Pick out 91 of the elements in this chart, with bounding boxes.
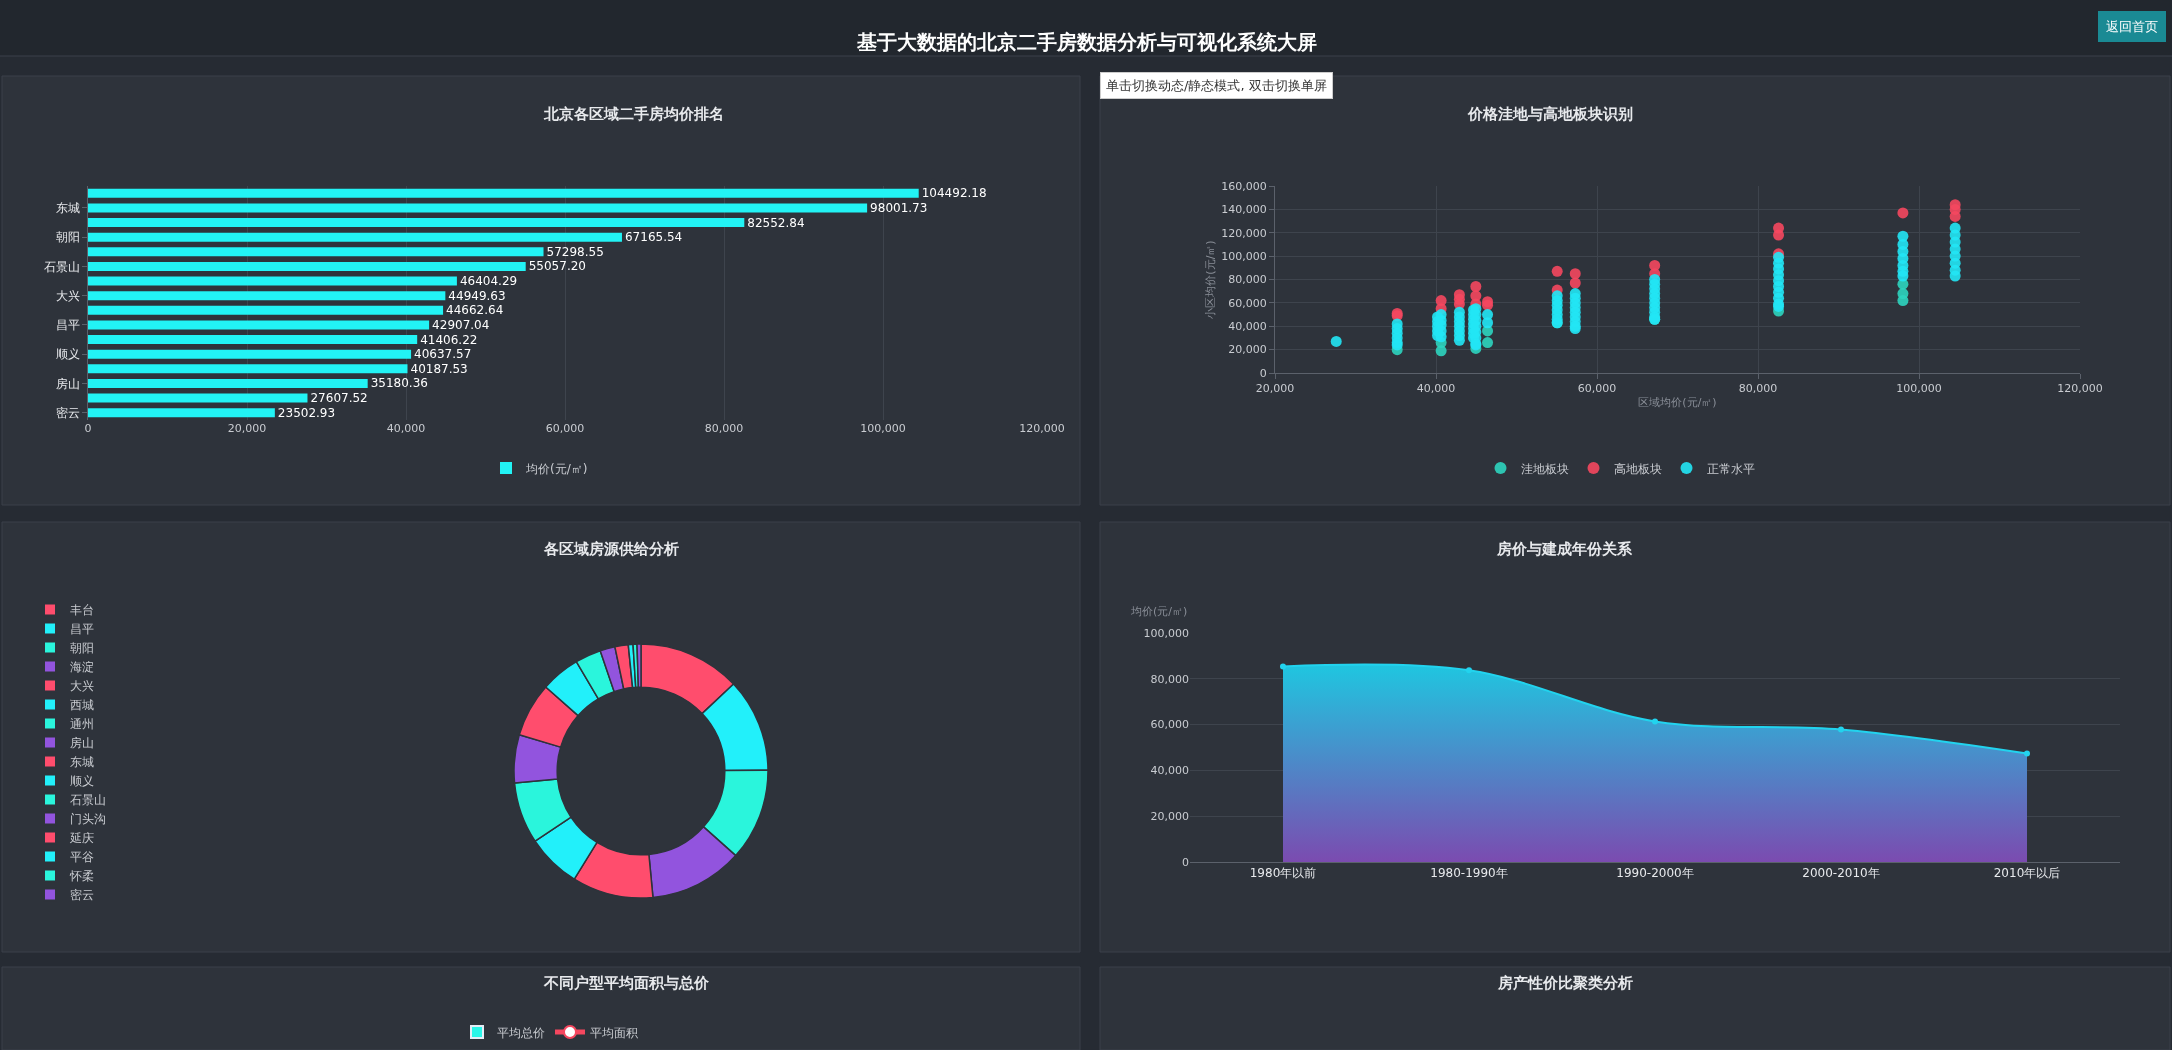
y-tick-label: 20,000 — [1228, 343, 1267, 357]
legend-label: 海淀 — [70, 660, 94, 675]
y-tick-label: 120,000 — [1221, 226, 1267, 240]
data-label: 44662.64 — [446, 303, 504, 318]
data-label: 27607.52 — [310, 391, 368, 406]
text: 返回首页 — [2106, 19, 2158, 34]
y-tick-label: 40,000 — [1150, 764, 1189, 778]
legend-label: 高地板块 — [1613, 461, 1662, 476]
y-tick-label: 东城 — [55, 201, 80, 216]
data-label: 35180.36 — [370, 376, 428, 391]
data-label: 57298.55 — [546, 244, 604, 259]
x-tick-label: 40,000 — [386, 422, 426, 435]
y-tick-label: 100,000 — [1221, 249, 1267, 263]
legend-label: 石景山 — [70, 793, 106, 808]
data-label: 42907.04 — [432, 317, 490, 332]
chart-title: 各区域房源供给分析 — [543, 540, 679, 558]
data-label: 67165.54 — [624, 230, 683, 245]
data-label: 44949.63 — [448, 288, 506, 303]
x-tick-label: 20,000 — [1255, 382, 1295, 396]
legend-label: 平均总价 — [497, 1025, 545, 1040]
legend-label: 均价(元/㎡) — [525, 461, 588, 476]
legend-label: 密云 — [70, 888, 94, 903]
legend-label: 大兴 — [70, 679, 94, 694]
chart-title: 北京各区域二手房均价排名 — [543, 105, 724, 123]
x-tick-label: 1980年以前 — [1249, 866, 1317, 881]
chart-title: 房价与建成年份关系 — [1496, 540, 1633, 558]
x-tick-label: 0 — [84, 422, 92, 435]
y-tick-label: 60,000 — [1150, 718, 1189, 732]
x-tick-label: 20,000 — [227, 422, 267, 435]
x-tick-label: 40,000 — [1416, 382, 1456, 396]
y-tick-label: 0 — [1182, 855, 1189, 869]
x-tick-label: 120,000 — [2057, 382, 2103, 396]
legend-label: 朝阳 — [70, 641, 94, 656]
y-tick-label: 60,000 — [1228, 296, 1267, 310]
text: 房产性价比聚类分析 — [1497, 974, 1633, 992]
legend-label: 平均面积 — [590, 1025, 638, 1040]
legend-label: 洼地板块 — [1520, 461, 1569, 476]
legend-label: 房山 — [70, 736, 94, 751]
x-tick-label: 120,000 — [1019, 422, 1065, 435]
y-tick-label: 石景山 — [43, 259, 80, 274]
legend-label: 通州 — [70, 717, 94, 732]
y-tick-label: 昌平 — [55, 318, 80, 333]
legend-label: 平谷 — [70, 850, 94, 865]
legend-label: 门头沟 — [70, 812, 106, 827]
y-tick-label: 0 — [1259, 366, 1267, 380]
x-tick-label: 1980-1990年 — [1430, 866, 1508, 881]
data-label: 40187.53 — [410, 361, 468, 376]
legend-label: 怀柔 — [69, 869, 94, 884]
y-tick-label: 160,000 — [1221, 179, 1267, 193]
y-tick-label: 40,000 — [1228, 320, 1267, 334]
x-tick-label: 2000-2010年 — [1802, 866, 1880, 881]
data-label: 40637.57 — [414, 347, 472, 362]
chart-title: 价格洼地与高地板块识别 — [1467, 105, 1633, 123]
legend-label: 昌平 — [70, 622, 94, 637]
data-label: 104492.18 — [921, 186, 987, 201]
x-tick-label: 2010年以后 — [1993, 866, 2061, 881]
y-tick-label: 房山 — [55, 376, 80, 391]
y-tick-label: 80,000 — [1228, 273, 1267, 287]
y-tick-label: 顺义 — [55, 347, 80, 362]
x-tick-label: 60,000 — [1577, 382, 1617, 396]
text: 不同户型平均面积与总价 — [543, 974, 710, 992]
x-tick-label: 80,000 — [704, 422, 744, 435]
data-label: 46404.29 — [459, 274, 518, 289]
x-tick-label: 1990-2000年 — [1616, 866, 1694, 881]
legend-label: 东城 — [70, 755, 94, 770]
y-axis-title: 均价(元/㎡) — [1130, 605, 1188, 618]
x-tick-label: 60,000 — [545, 422, 585, 435]
legend-label: 顺义 — [70, 774, 94, 789]
y-axis-title: 小区均价(元/㎡) — [1203, 240, 1217, 319]
y-tick-label: 140,000 — [1221, 203, 1267, 217]
text: 单击切换动态/静态模式, 双击切换单屏 — [1106, 78, 1327, 93]
text: 基于大数据的北京二手房数据分析与可视化系统大屏 — [856, 30, 1317, 54]
legend-label: 西城 — [70, 698, 94, 713]
y-tick-label: 朝阳 — [55, 230, 80, 245]
x-tick-label: 100,000 — [860, 422, 906, 435]
x-axis-title: 区域均价(元/㎡) — [1638, 396, 1717, 410]
y-tick-label: 密云 — [55, 405, 80, 420]
x-tick-label: 80,000 — [1738, 382, 1778, 396]
data-label: 82552.84 — [747, 215, 805, 230]
legend-label: 正常水平 — [1706, 461, 1755, 476]
x-tick-label: 100,000 — [1896, 382, 1942, 396]
y-tick-label: 20,000 — [1150, 810, 1189, 824]
legend-label: 丰台 — [70, 603, 94, 618]
legend-label: 延庆 — [69, 831, 94, 846]
y-tick-label: 80,000 — [1150, 672, 1189, 686]
data-label: 41406.22 — [420, 332, 478, 347]
data-label: 23502.93 — [277, 405, 336, 420]
data-label: 55057.20 — [528, 259, 586, 274]
y-tick-label: 大兴 — [55, 288, 80, 303]
data-label: 98001.73 — [870, 200, 928, 215]
y-tick-label: 100,000 — [1143, 626, 1189, 640]
